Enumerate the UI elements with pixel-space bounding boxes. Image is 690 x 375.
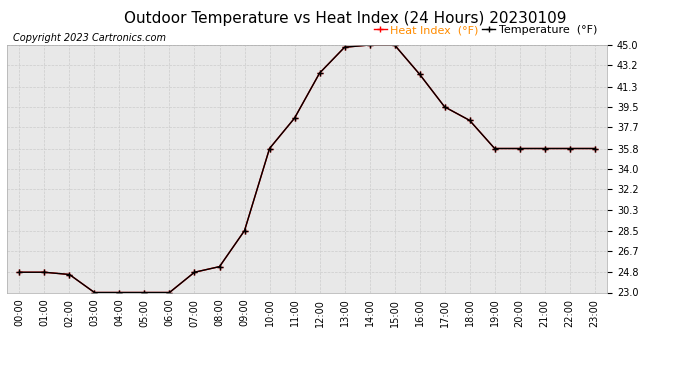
Text: Outdoor Temperature vs Heat Index (24 Hours) 20230109: Outdoor Temperature vs Heat Index (24 Ho… [124, 11, 566, 26]
Text: Copyright 2023 Cartronics.com: Copyright 2023 Cartronics.com [13, 33, 166, 42]
Legend: Heat Index  (°F), Temperature  (°F): Heat Index (°F), Temperature (°F) [369, 21, 602, 40]
